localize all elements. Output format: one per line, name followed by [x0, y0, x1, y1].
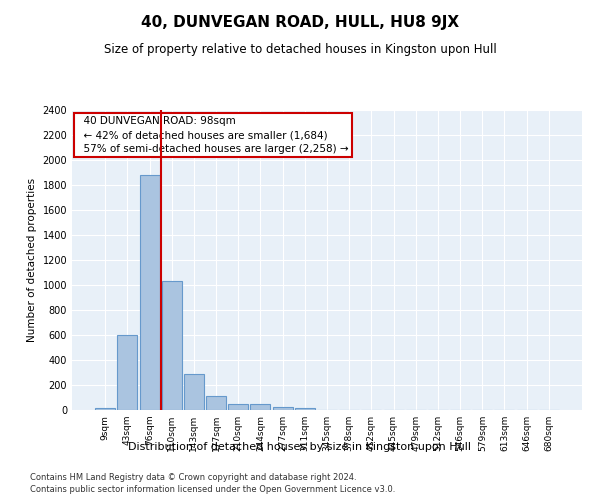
- Text: Size of property relative to detached houses in Kingston upon Hull: Size of property relative to detached ho…: [104, 42, 496, 56]
- Bar: [162, 281, 182, 410]
- Text: Contains public sector information licensed under the Open Government Licence v3: Contains public sector information licen…: [30, 485, 395, 494]
- Text: Contains HM Land Registry data © Crown copyright and database right 2024.: Contains HM Land Registry data © Crown c…: [30, 472, 356, 482]
- Bar: [250, 404, 271, 410]
- Bar: [184, 374, 204, 410]
- Bar: [118, 335, 137, 410]
- Bar: [140, 175, 160, 410]
- Bar: [295, 408, 315, 410]
- Bar: [272, 406, 293, 410]
- Text: Distribution of detached houses by size in Kingston upon Hull: Distribution of detached houses by size …: [128, 442, 472, 452]
- Text: 40 DUNVEGAN ROAD: 98sqm
  ← 42% of detached houses are smaller (1,684)
  57% of : 40 DUNVEGAN ROAD: 98sqm ← 42% of detache…: [77, 116, 349, 154]
- Text: 40, DUNVEGAN ROAD, HULL, HU8 9JX: 40, DUNVEGAN ROAD, HULL, HU8 9JX: [141, 15, 459, 30]
- Bar: [228, 404, 248, 410]
- Y-axis label: Number of detached properties: Number of detached properties: [27, 178, 37, 342]
- Bar: [95, 408, 115, 410]
- Bar: [206, 396, 226, 410]
